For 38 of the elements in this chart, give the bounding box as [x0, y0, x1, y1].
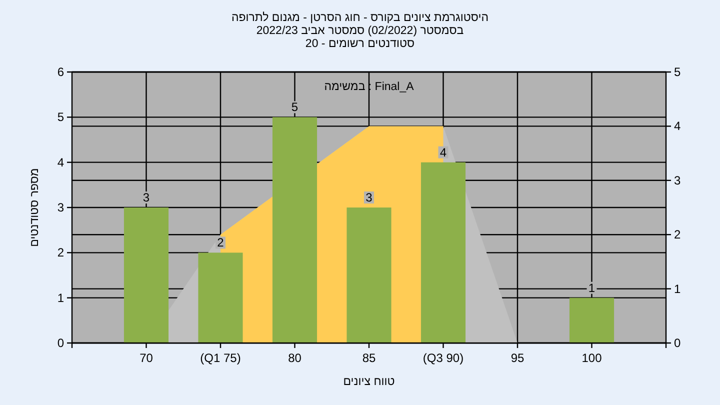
x-tick-label: 95 — [510, 351, 524, 365]
y-tick-label: 2 — [57, 246, 64, 260]
data-label: 3 — [142, 190, 150, 204]
bar — [198, 252, 243, 343]
y-axis-title: מספר סטודנטים — [29, 168, 41, 247]
annotation: במשימה : Final_A — [324, 81, 414, 93]
y-tick-label: 0 — [57, 336, 64, 350]
x-axis-title: טווח ציונים — [343, 376, 395, 388]
x-tick-label: 80 — [288, 351, 302, 365]
x-tick-label: 70 — [140, 351, 154, 365]
y-tick-label: 3 — [57, 200, 64, 214]
data-label: 3 — [366, 190, 373, 204]
data-label: 1 — [588, 280, 596, 295]
bar — [124, 208, 169, 343]
y2-tick-label: 5 — [674, 65, 681, 79]
x-tick-label: 85 — [362, 351, 376, 365]
bar — [272, 117, 318, 343]
bar — [420, 162, 466, 343]
data-label: 5 — [291, 100, 298, 114]
bar — [569, 298, 614, 343]
text: סטודנטים רשומים - 20 — [305, 38, 415, 50]
x-tick-label: (Q3 90) — [422, 351, 464, 365]
y2-tick-label: 4 — [674, 119, 681, 134]
x-tick-label: 100 — [582, 351, 602, 365]
y2-tick-label: 2 — [674, 228, 681, 242]
chart-title: היסטוגרמת ציונים בקורס - חוג הסרטן - מגנום לתרופה — [232, 11, 488, 24]
y2-tick-label: 0 — [674, 336, 681, 350]
x-tick-label: (Q1 75) — [200, 351, 241, 365]
y2-tick-label: 3 — [674, 173, 681, 188]
bar — [346, 208, 392, 343]
data-label: 2 — [217, 236, 224, 250]
data-label: 4 — [440, 145, 447, 160]
chart-subtitle: בסמסטר (02/2022) סמסטר אביב 2022/23 — [256, 25, 464, 37]
y-tick-label: 1 — [57, 290, 64, 305]
y-tick-label: 4 — [57, 155, 64, 170]
y-tick-label: 5 — [57, 110, 64, 124]
y2-tick-label: 1 — [674, 282, 681, 296]
y-tick-label: 6 — [57, 65, 64, 79]
